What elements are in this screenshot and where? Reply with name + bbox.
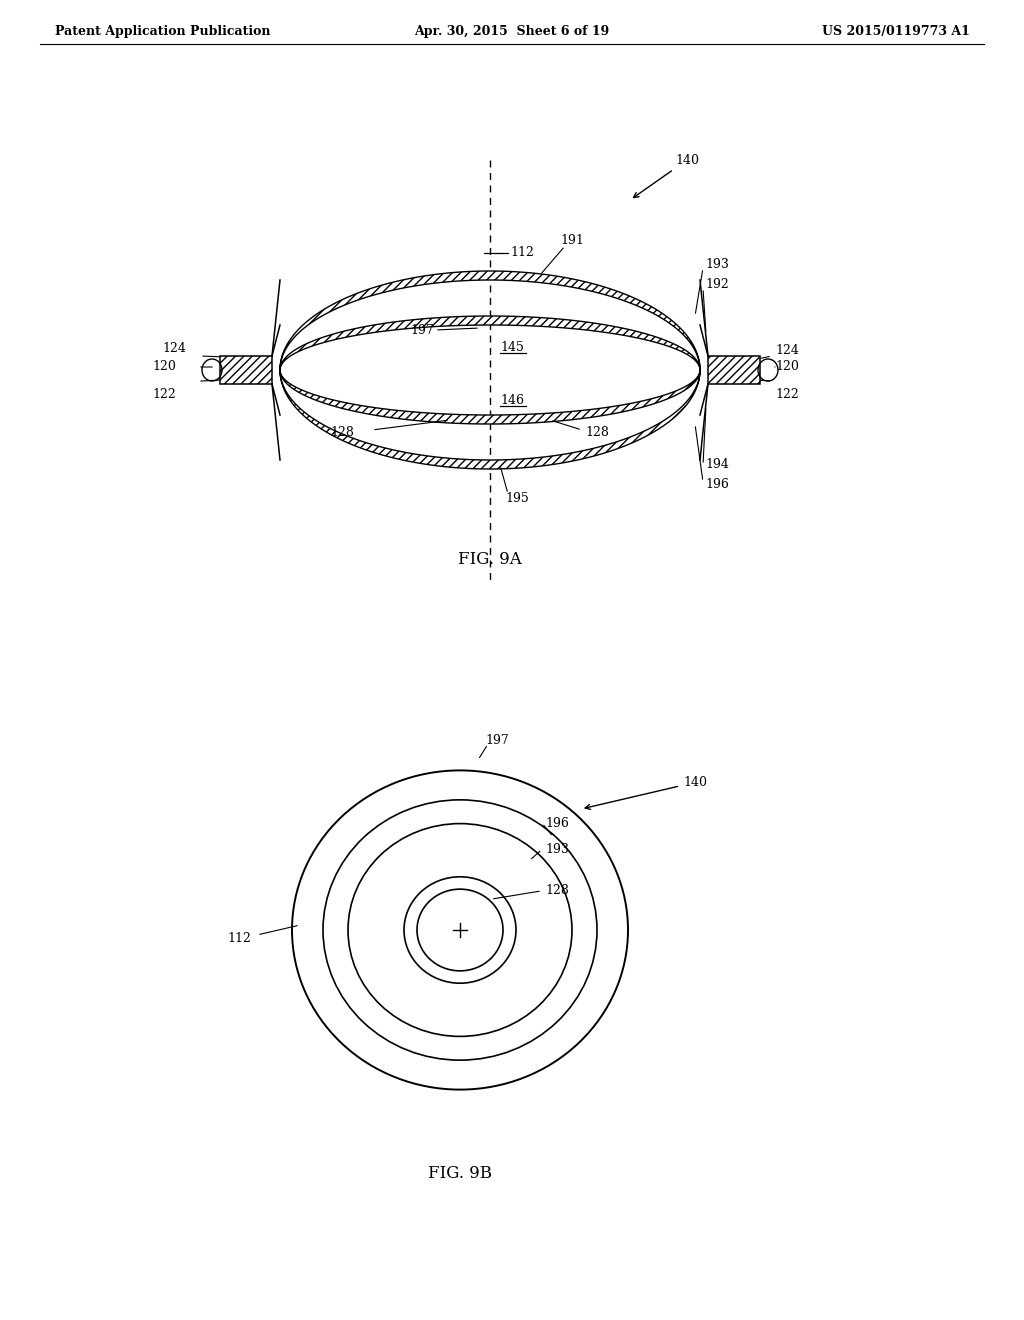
Text: 122: 122 <box>775 388 799 400</box>
Polygon shape <box>280 370 700 469</box>
Text: US 2015/0119773 A1: US 2015/0119773 A1 <box>822 25 970 38</box>
Text: 196: 196 <box>545 817 569 830</box>
Text: 122: 122 <box>152 388 176 400</box>
Text: FIG. 9B: FIG. 9B <box>428 1164 492 1181</box>
Polygon shape <box>280 315 700 370</box>
Text: 197: 197 <box>485 734 509 747</box>
Text: 191: 191 <box>560 235 584 248</box>
Text: Apr. 30, 2015  Sheet 6 of 19: Apr. 30, 2015 Sheet 6 of 19 <box>415 25 609 38</box>
Text: 195: 195 <box>505 492 528 506</box>
Text: 197: 197 <box>410 323 434 337</box>
Polygon shape <box>280 370 700 424</box>
Text: 124: 124 <box>162 342 186 355</box>
Text: 146: 146 <box>500 393 524 407</box>
Text: 128: 128 <box>545 884 569 898</box>
Text: 128: 128 <box>585 426 609 440</box>
Text: 140: 140 <box>634 153 699 198</box>
Text: 112: 112 <box>227 932 251 945</box>
Text: 193: 193 <box>705 259 729 272</box>
Text: 120: 120 <box>775 359 799 372</box>
Text: 145: 145 <box>500 341 524 354</box>
Text: FIG. 9A: FIG. 9A <box>458 550 522 568</box>
Text: 120: 120 <box>152 359 176 372</box>
Text: 194: 194 <box>705 458 729 471</box>
Polygon shape <box>280 271 700 370</box>
Text: Patent Application Publication: Patent Application Publication <box>55 25 270 38</box>
Text: 193: 193 <box>545 843 569 855</box>
Text: 192: 192 <box>705 279 729 292</box>
Text: 112: 112 <box>510 247 534 260</box>
Bar <box>708 356 760 384</box>
Bar <box>220 356 272 384</box>
Text: 128: 128 <box>330 426 354 440</box>
Text: 140: 140 <box>585 776 707 809</box>
Text: 124: 124 <box>775 345 799 358</box>
Text: 196: 196 <box>705 479 729 491</box>
